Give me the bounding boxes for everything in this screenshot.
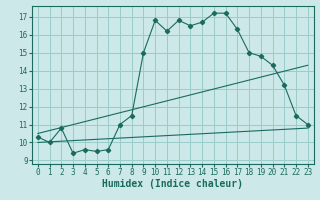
X-axis label: Humidex (Indice chaleur): Humidex (Indice chaleur) xyxy=(102,179,243,189)
